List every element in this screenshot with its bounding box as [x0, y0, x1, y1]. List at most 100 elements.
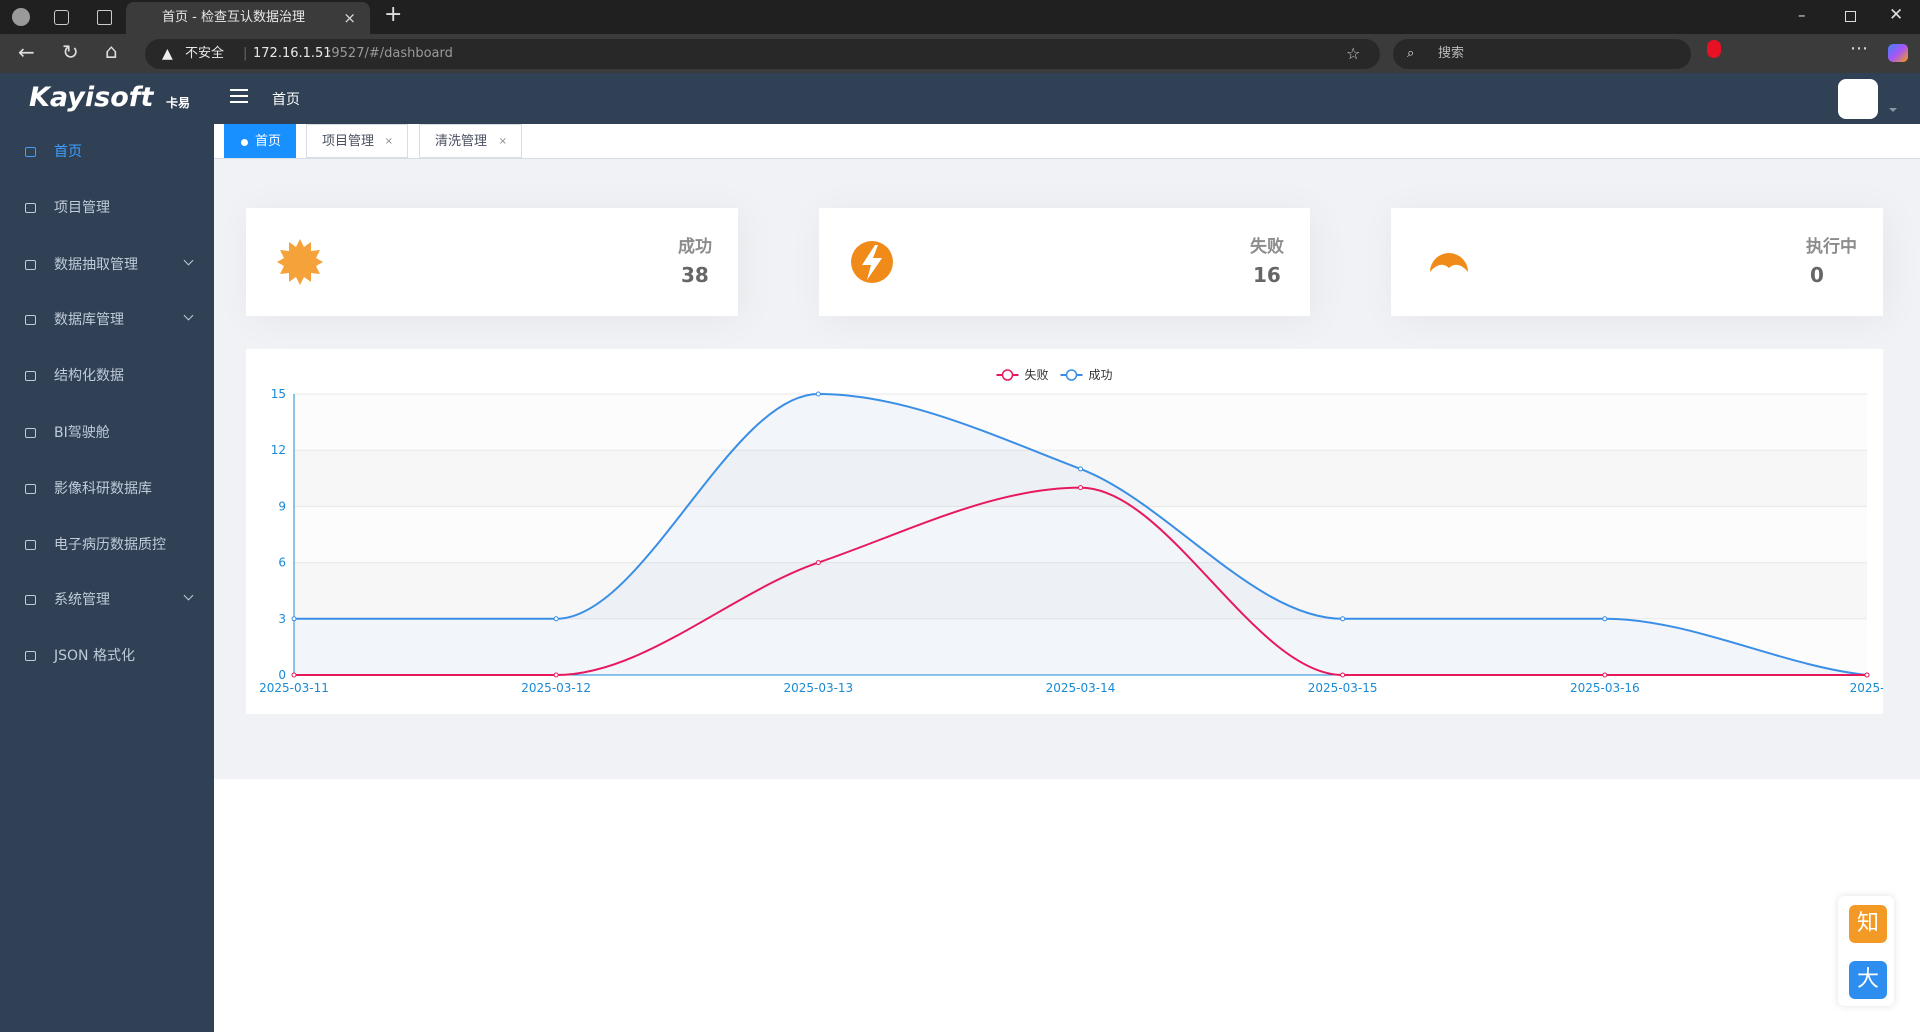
menu-icon — [25, 651, 36, 661]
menu-label: BI驾驶舱 — [54, 425, 110, 441]
x-tick-label: 2025- — [1850, 681, 1883, 695]
back-button[interactable]: ← — [18, 40, 35, 64]
y-tick-label: 12 — [271, 443, 286, 457]
app-header: Kayisoft 卡易 首页 — [0, 73, 1920, 124]
menu-item[interactable]: 首页 — [0, 132, 214, 172]
new-tab[interactable]: + — [384, 2, 403, 27]
x-tick-label: 2025-03-13 — [783, 681, 853, 695]
menu-icon — [25, 315, 36, 325]
active-dot — [241, 139, 248, 146]
data-point — [1340, 616, 1346, 622]
stat-card: 执行中 0 — [1391, 208, 1883, 316]
split-area — [294, 562, 1867, 619]
y-tick-label: 6 — [278, 556, 286, 570]
menu-caret — [183, 590, 194, 601]
x-tick-label: 2025-03-15 — [1308, 681, 1378, 695]
security-label: 不安全 — [185, 46, 225, 61]
menu-item[interactable]: 结构化数据 — [0, 356, 214, 396]
tab-close[interactable]: × — [498, 136, 507, 147]
breadcrumb: 首页 — [272, 92, 300, 108]
menu-item[interactable]: JSON 格式化 — [0, 636, 214, 676]
data-point — [1340, 672, 1346, 678]
reload-button[interactable]: ↻ — [62, 40, 79, 64]
menu-icon — [25, 260, 36, 270]
close-window[interactable]: ✕ — [1889, 5, 1904, 25]
separator: | — [243, 46, 248, 61]
menu-label: 结构化数据 — [54, 368, 124, 384]
menu-label: 数据抽取管理 — [54, 257, 138, 273]
tab-label: 首页 — [255, 134, 282, 149]
menu-item[interactable]: 数据抽取管理 — [0, 245, 214, 285]
menu-item[interactable]: BI驾驶舱 — [0, 413, 214, 453]
tab-label: 项目管理 — [322, 134, 375, 149]
legend-marker — [1001, 369, 1014, 381]
card-label: 成功 — [678, 237, 712, 257]
tab-close[interactable]: × — [384, 136, 393, 147]
chart-panel: 0 3 6 9 12 15 2025-03-11 2025-03-12 2025-03-13 20… — [246, 349, 1883, 714]
menu-button[interactable]: ⋯ — [1850, 38, 1868, 59]
search-placeholder: 搜索 — [1438, 46, 1465, 61]
menu-item[interactable]: 项目管理 — [0, 188, 214, 228]
split-area — [294, 450, 1867, 507]
tab-actions-icon[interactable] — [97, 10, 112, 25]
search-box[interactable]: ⌕ 搜索 — [1393, 39, 1691, 69]
card-label: 失败 — [1250, 237, 1284, 257]
float-button[interactable]: 知 — [1849, 905, 1887, 943]
tab-title: 首页 - 检查互认数据治理 — [162, 10, 305, 25]
sidebar: 首页项目管理数据抽取管理 数据库管理结构化数据 BI驾驶舱影像科研数据库 电子病历数据… — [0, 124, 214, 1032]
menu-item[interactable]: 电子病历数据质控 — [0, 525, 214, 565]
menu-label: JSON 格式化 — [54, 648, 135, 664]
data-point — [553, 672, 559, 678]
series-area — [294, 394, 1867, 675]
minimize[interactable]: – — [1798, 6, 1806, 24]
profile-icon[interactable] — [12, 8, 30, 26]
url-bar[interactable]: ▲ 不安全 | 172.16.1.51 :9527/#/dashboard ☆ — [145, 39, 1380, 69]
split-area — [294, 394, 1867, 451]
float-button[interactable]: 大 — [1849, 961, 1887, 999]
bolt-icon — [851, 241, 893, 283]
logo: Kayisoft — [29, 82, 154, 113]
logo-sub: 卡易 — [166, 96, 191, 110]
menu-label: 数据库管理 — [54, 312, 124, 328]
line-chart: 0 3 6 9 12 15 2025-03-11 2025-03-12 2025-03-13 20… — [259, 367, 1883, 695]
data-point — [1602, 616, 1608, 622]
tag-tab[interactable]: 首页 — [224, 124, 296, 158]
tab-label: 清洗管理 — [435, 134, 488, 149]
menu-label: 系统管理 — [54, 592, 110, 608]
hamburger[interactable] — [230, 89, 248, 103]
restore[interactable] — [1845, 11, 1856, 22]
card-value: 16 — [1253, 263, 1281, 287]
data-point — [553, 616, 559, 622]
menu-caret — [183, 310, 194, 321]
tag-tab[interactable]: 项目管理 × — [306, 124, 408, 158]
tag-tab[interactable]: 清洗管理 × — [419, 124, 522, 158]
data-point — [1078, 485, 1083, 491]
menu-item[interactable]: 系统管理 — [0, 580, 214, 620]
data-point — [1864, 672, 1870, 678]
menu-item[interactable]: 数据库管理 — [0, 300, 214, 340]
x-tick-label: 2025-03-12 — [521, 681, 591, 695]
split-area — [294, 618, 1867, 675]
browser-tab[interactable]: 首页 - 检查互认数据治理 × — [126, 2, 370, 34]
favorite-icon[interactable]: ☆ — [1346, 44, 1361, 63]
collections-icon[interactable] — [54, 10, 69, 25]
x-tick-label: 2025-03-11 — [259, 681, 329, 695]
stat-card: 失败 16 — [819, 208, 1310, 316]
menu-caret — [183, 255, 194, 266]
copilot-icon[interactable] — [1888, 44, 1908, 62]
data-point — [291, 672, 297, 678]
home-button[interactable]: ⌂ — [105, 39, 118, 63]
browser-tab-bar: 首页 - 检查互认数据治理 × + – ✕ — [0, 0, 1920, 34]
avatar[interactable] — [1838, 79, 1878, 119]
x-tick-label: 2025-03-14 — [1046, 681, 1116, 695]
split-area — [294, 506, 1867, 563]
avatar-caret[interactable] — [1889, 108, 1897, 112]
extension-icon[interactable] — [1707, 40, 1721, 58]
tab-close[interactable]: × — [343, 9, 356, 27]
menu-icon — [25, 203, 36, 213]
x-tick-label: 2025-03-16 — [1570, 681, 1640, 695]
y-tick-label: 15 — [271, 387, 286, 401]
menu-item[interactable]: 影像科研数据库 — [0, 469, 214, 509]
menu-icon — [25, 540, 36, 550]
